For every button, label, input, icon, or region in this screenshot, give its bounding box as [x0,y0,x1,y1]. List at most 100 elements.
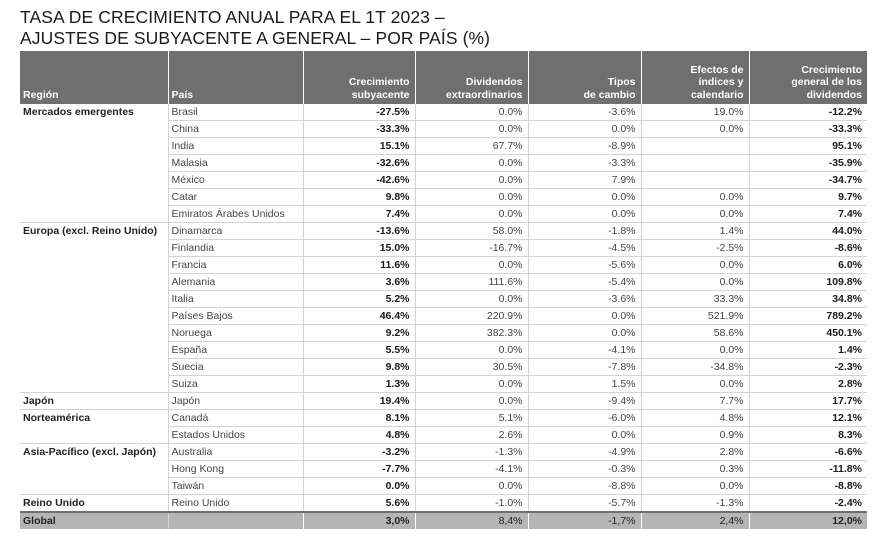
row-index: 0.0% [640,256,749,274]
report-title: TASA DE CRECIMIENTO ANUAL PARA EL 1T 202… [20,7,490,49]
row-underlying: -3.2% [302,443,415,461]
row-index: 0.0% [640,205,749,223]
global-headline: 12,0% [748,511,867,529]
row-region [20,257,168,274]
global-index: 2,4% [640,511,749,529]
table-row: Alemania 3.6% 111.6% -5.4% 0.0% 109.8% [20,273,867,291]
row-country: China [167,120,303,138]
row-country: Brasil [167,104,303,121]
row-underlying: 11.6% [302,256,415,274]
header-headline-l1: Crecimiento [801,63,862,76]
row-index: 0.0% [640,341,749,359]
row-region [20,172,168,189]
row-country: Emiratos Árabes Unidos [167,205,303,223]
row-region: Asia-Pacífico (excl. Japón) [23,446,157,459]
row-country: Japón [167,392,303,410]
table-row: India 15.1% 67.7% -8.9% 95.1% [20,137,867,155]
row-headline: -33.3% [748,120,867,138]
row-headline: 7.4% [748,205,867,223]
table-row: Emiratos Árabes Unidos 7.4% 0.0% 0.0% 0.0% 7.… [20,205,867,223]
table-row: México -42.6% 0.0% 7.9% -34.7% [20,171,867,189]
row-headline: 789.2% [748,307,867,325]
row-index: 521.9% [640,307,749,325]
row-underlying: -33.3% [302,120,415,138]
row-region: Reino Unido [20,494,168,513]
row-fx: -6.0% [527,409,641,427]
row-country: Países Bajos [167,307,303,325]
table-row: Malasia -32.6% 0.0% -3.3% -35.9% [20,154,867,172]
row-region [20,274,168,291]
row-fx: -9.4% [527,392,641,410]
header-index-l3: calendario [690,88,744,101]
row-region [20,461,168,478]
row-fx: -3.3% [527,154,641,172]
row-region [20,155,168,172]
row-index: 7.7% [640,392,749,410]
row-index: 0.0% [640,477,749,495]
row-fx: 1.5% [527,375,641,393]
row-underlying: 8.1% [302,409,415,427]
table-row: Italia 5.2% 0.0% -3.6% 33.3% 34.8% [20,290,867,308]
row-underlying: 1.3% [302,375,415,393]
row-headline: 34.8% [748,290,867,308]
row-fx: -3.6% [527,104,641,121]
row-underlying: 15.1% [302,137,415,155]
row-region: Norteamérica [23,412,91,425]
row-special: 0.0% [414,375,528,393]
table-row: Suecia 9.8% 30.5% -7.8% -34.8% -2.3% [20,358,867,376]
global-fx: -1,7% [527,511,641,529]
row-index: -1.3% [640,494,749,513]
table-row: Europa (excl. Reino Unido) Dinamarca -13.6… [20,222,867,240]
row-fx: 0.0% [527,120,641,138]
row-index: 0.0% [640,120,749,138]
row-country: México [167,171,303,189]
header-special-l2: extraordinarios [446,88,523,101]
row-index: 2.8% [640,443,749,461]
row-index: 0.0% [640,273,749,291]
row-special: 0.0% [414,104,528,121]
global-special: 8,4% [414,511,528,529]
row-headline: -34.7% [748,171,867,189]
title-line-2: AJUSTES DE SUBYACENTE A GENERAL – POR PA… [20,28,491,48]
row-region [20,291,168,308]
row-special: 0.0% [414,392,528,410]
row-special: 0.0% [414,171,528,189]
row-country: Reino Unido [167,494,303,513]
row-fx: 0.0% [527,205,641,223]
row-special: -16.7% [414,239,528,257]
table-row: Suiza 1.3% 0.0% 1.5% 0.0% 2.8% [20,375,867,393]
row-region [20,325,168,342]
row-underlying: 9.8% [302,188,415,206]
header-underlying: Crecimiento subyacente [303,51,416,104]
row-headline: -12.2% [748,104,867,121]
row-fx: 0.0% [527,307,641,325]
row-headline: -2.3% [748,358,867,376]
row-fx: -7.8% [527,358,641,376]
table-row: Reino Unido Reino Unido 5.6% -1.0% -5.7% -1.3… [20,494,867,513]
row-index: 58.6% [640,324,749,342]
row-underlying: -13.6% [302,222,415,240]
dividend-growth-table: Región País Crecimiento subyacente Divid… [20,51,867,529]
row-fx: -5.7% [527,494,641,513]
row-underlying: 15.0% [302,239,415,257]
row-headline: -35.9% [748,154,867,172]
row-fx: -5.4% [527,273,641,291]
row-headline: 8.3% [748,426,867,444]
global-label: Global [20,511,168,529]
header-fx-l2: de cambio [583,88,636,101]
header-headline: Crecimiento general de los dividendos [749,51,867,104]
row-headline: 12.1% [748,409,867,427]
row-fx: -1.8% [527,222,641,240]
header-headline-l3: dividendos [806,88,862,101]
header-country: País [168,51,304,104]
row-fx: 7.9% [527,171,641,189]
row-index: -34.8% [640,358,749,376]
row-headline: 1.4% [748,341,867,359]
row-headline: 2.8% [748,375,867,393]
row-region [20,308,168,325]
row-underlying: 46.4% [302,307,415,325]
row-country: Francia [167,256,303,274]
table-row: España 5.5% 0.0% -4.1% 0.0% 1.4% [20,341,867,359]
header-special: Dividendos extraordinarios [415,51,529,104]
row-country: Suiza [167,375,303,393]
